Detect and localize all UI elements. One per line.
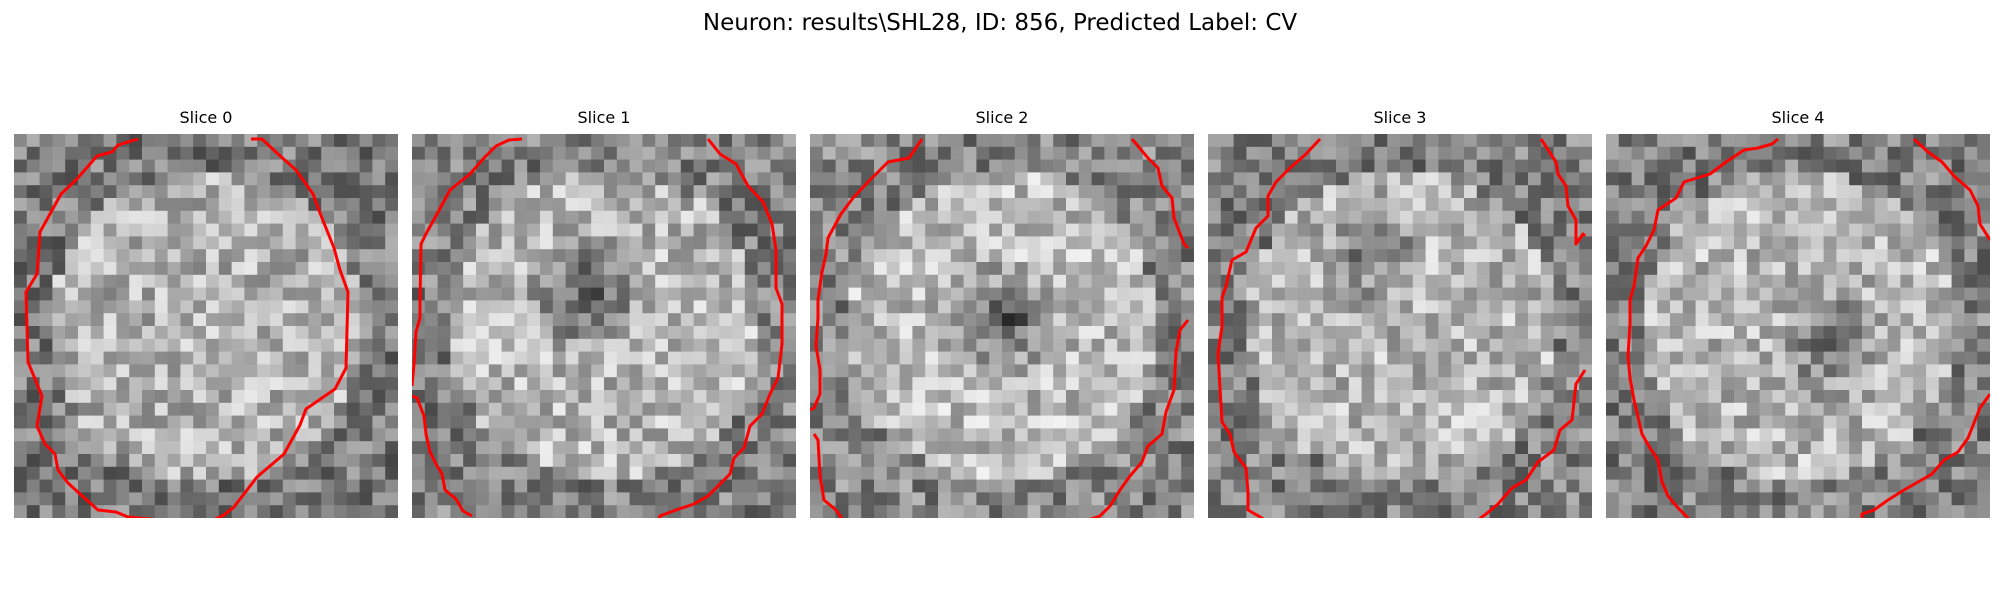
grayscale-pixels [1208,134,1592,518]
slice-image-2 [810,134,1194,518]
grayscale-pixels [14,134,398,518]
grayscale-pixels [1606,134,1990,518]
contour-line [412,137,523,387]
contour-line [810,138,924,412]
contour-line [1860,393,1990,518]
slice-image-3 [1208,134,1592,518]
slice-panel-4: Slice 4 [1606,108,1990,518]
contour-line [412,394,473,518]
contour-line [1539,138,1587,246]
slice-panel-0: Slice 0 [14,108,398,518]
contour-line [1626,137,1779,518]
contour-line [1912,137,1990,241]
figure-title: Neuron: results\SHL28, ID: 856, Predicte… [702,10,1298,36]
slice-title: Slice 3 [1373,108,1427,127]
slice-title: Slice 0 [179,108,233,127]
grayscale-pixels [810,134,1194,518]
slice-title: Slice 4 [1771,108,1825,127]
slice-image-0 [14,134,398,518]
contour-line [812,433,844,518]
contour-line [24,137,350,518]
slice-image-1 [412,134,796,518]
contour-line [1089,319,1190,518]
slice-title: Slice 1 [577,108,631,127]
grayscale-pixels [412,134,796,518]
contour-line [657,138,784,518]
contour-line [1216,137,1322,518]
slice-image-4 [1606,134,1990,518]
slice-panel-3: Slice 3 [1208,108,1592,518]
slice-panel-1: Slice 1 [412,108,796,518]
slice-title: Slice 2 [975,108,1029,127]
contour-line [1130,138,1190,250]
contour-line [1478,369,1587,518]
slice-panel-2: Slice 2 [810,108,1194,518]
